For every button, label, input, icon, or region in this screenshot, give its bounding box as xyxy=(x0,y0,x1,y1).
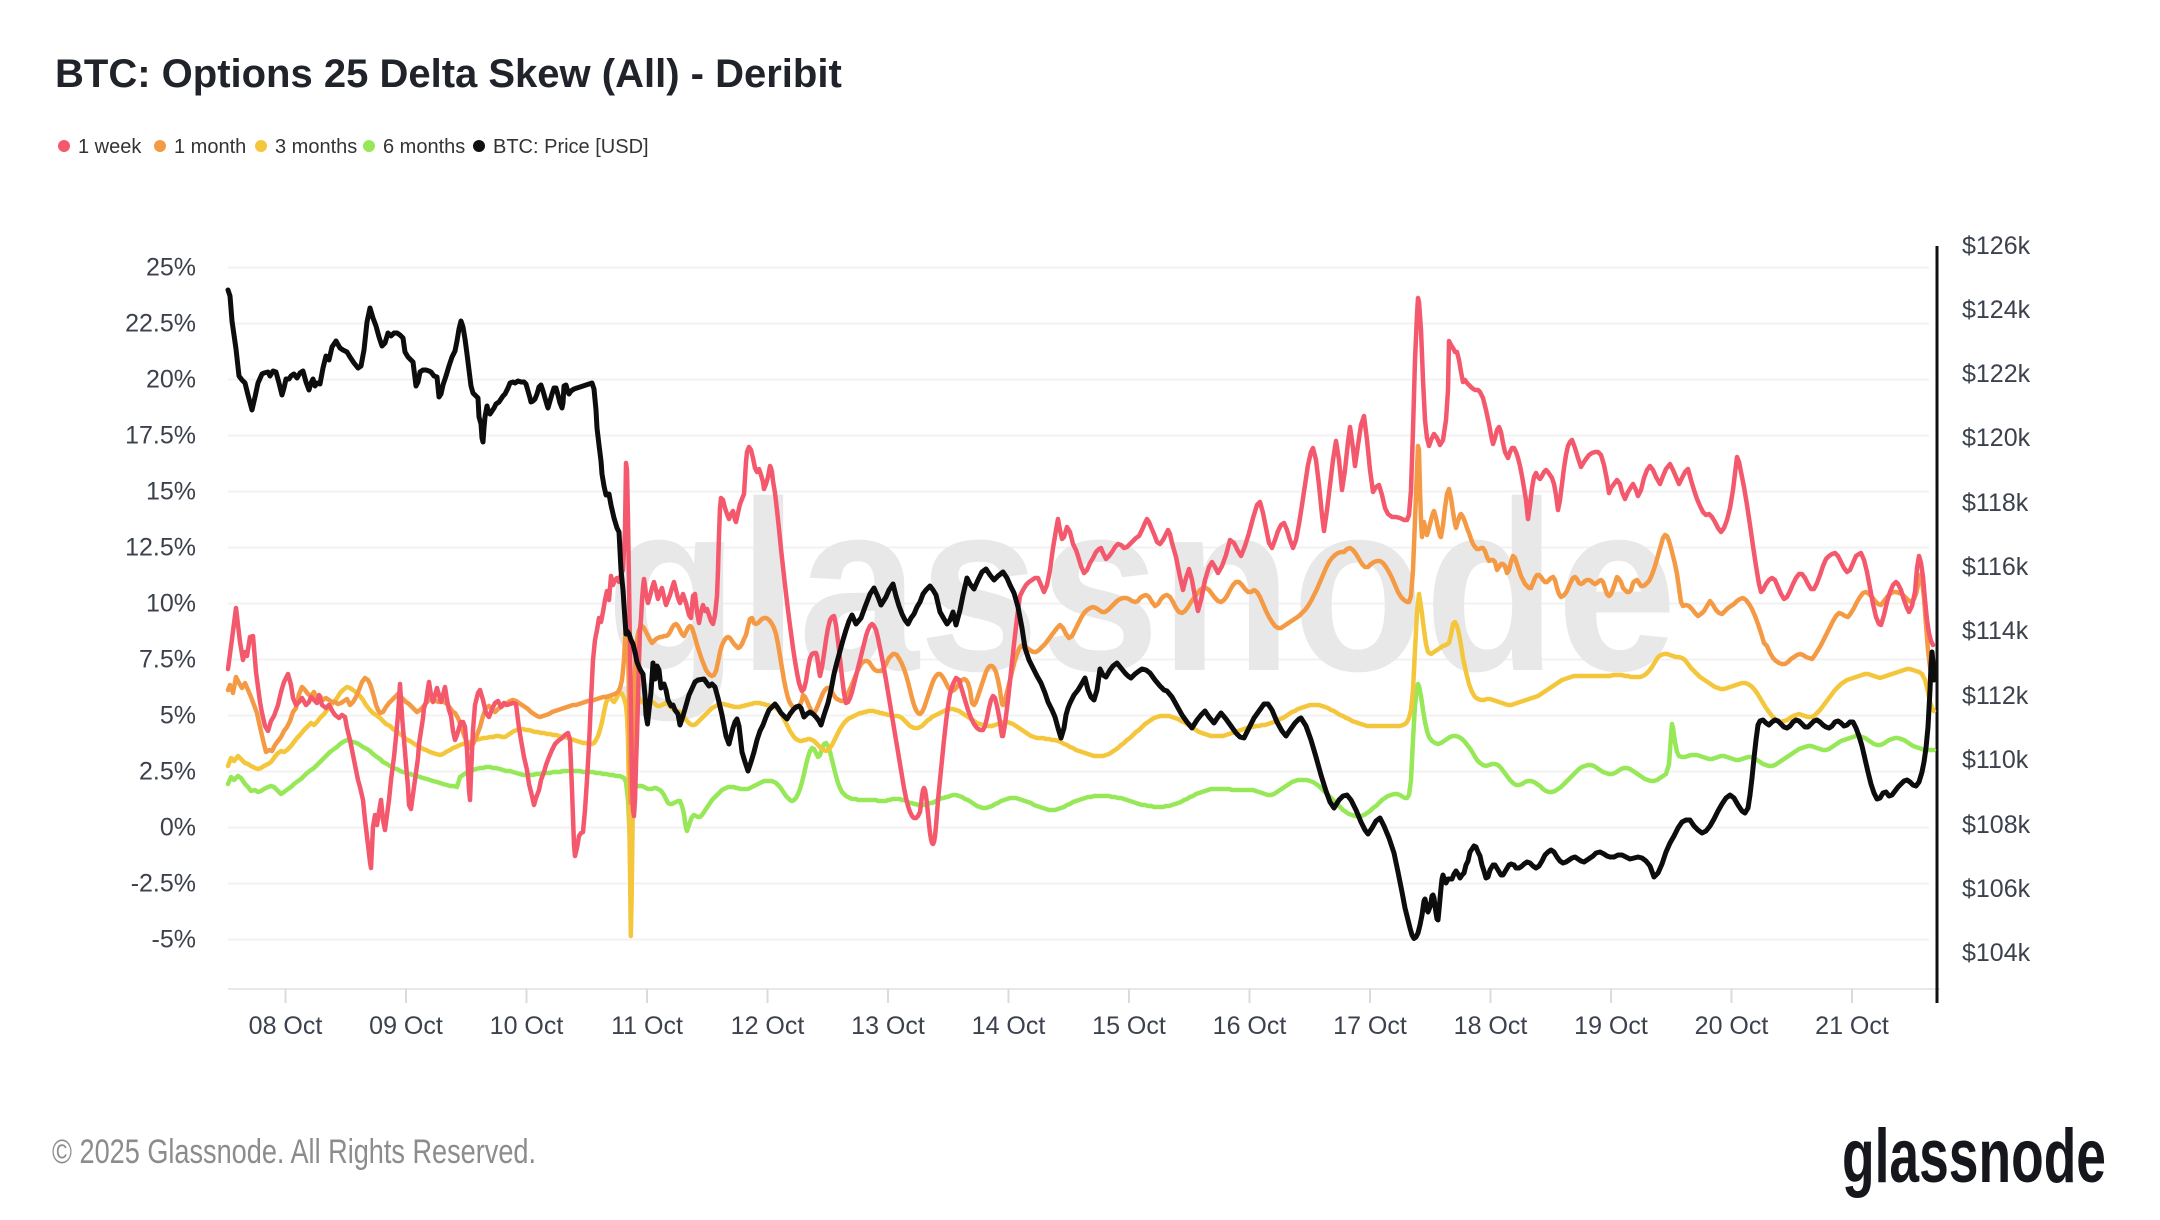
svg-text:BTC: Options 25 Delta Skew (Al: BTC: Options 25 Delta Skew (All) - Derib… xyxy=(55,52,842,96)
svg-text:19 Oct: 19 Oct xyxy=(1574,1012,1648,1040)
svg-text:22.5%: 22.5% xyxy=(125,310,196,338)
svg-text:21 Oct: 21 Oct xyxy=(1815,1012,1889,1040)
svg-text:$116k: $116k xyxy=(1962,553,2029,581)
svg-text:BTC: Price [USD]: BTC: Price [USD] xyxy=(493,136,649,158)
svg-text:17.5%: 17.5% xyxy=(125,422,196,450)
svg-text:17 Oct: 17 Oct xyxy=(1333,1012,1407,1040)
svg-text:-5%: -5% xyxy=(152,926,196,954)
svg-text:5%: 5% xyxy=(160,702,196,730)
svg-text:14 Oct: 14 Oct xyxy=(972,1012,1046,1040)
svg-text:-2.5%: -2.5% xyxy=(131,870,196,898)
svg-text:10 Oct: 10 Oct xyxy=(490,1012,564,1040)
svg-text:$106k: $106k xyxy=(1962,875,2031,903)
svg-text:08 Oct: 08 Oct xyxy=(249,1012,323,1040)
svg-text:© 2025 Glassnode. All Rights R: © 2025 Glassnode. All Rights Reserved. xyxy=(52,1133,536,1171)
svg-text:20%: 20% xyxy=(146,366,196,394)
svg-text:3 months: 3 months xyxy=(275,136,357,158)
svg-text:2.5%: 2.5% xyxy=(139,758,196,786)
svg-text:0%: 0% xyxy=(160,814,196,842)
svg-text:1 week: 1 week xyxy=(78,136,142,158)
svg-text:16 Oct: 16 Oct xyxy=(1213,1012,1287,1040)
svg-text:$114k: $114k xyxy=(1962,617,2029,645)
svg-text:13 Oct: 13 Oct xyxy=(851,1012,925,1040)
svg-text:$126k: $126k xyxy=(1962,232,2031,260)
svg-text:1 month: 1 month xyxy=(174,136,246,158)
svg-text:11 Oct: 11 Oct xyxy=(611,1012,683,1040)
svg-text:10%: 10% xyxy=(146,590,196,618)
svg-text:$118k: $118k xyxy=(1962,489,2029,517)
svg-text:15 Oct: 15 Oct xyxy=(1092,1012,1166,1040)
svg-text:25%: 25% xyxy=(146,254,196,282)
svg-text:glassnode: glassnode xyxy=(606,452,1677,722)
svg-text:$120k: $120k xyxy=(1962,424,2031,452)
svg-text:$110k: $110k xyxy=(1962,746,2029,774)
svg-text:12 Oct: 12 Oct xyxy=(731,1012,805,1040)
svg-text:$108k: $108k xyxy=(1962,811,2031,839)
svg-text:$104k: $104k xyxy=(1962,939,2031,967)
svg-text:$122k: $122k xyxy=(1962,360,2031,388)
svg-text:12.5%: 12.5% xyxy=(125,534,196,562)
svg-text:glassnode: glassnode xyxy=(1842,1114,2106,1199)
svg-text:09 Oct: 09 Oct xyxy=(369,1012,443,1040)
svg-text:18 Oct: 18 Oct xyxy=(1454,1012,1528,1040)
svg-text:20 Oct: 20 Oct xyxy=(1695,1012,1769,1040)
svg-text:7.5%: 7.5% xyxy=(139,646,196,674)
svg-text:6 months: 6 months xyxy=(383,136,465,158)
svg-text:$112k: $112k xyxy=(1962,682,2029,710)
svg-text:15%: 15% xyxy=(146,478,196,506)
svg-text:$124k: $124k xyxy=(1962,296,2031,324)
